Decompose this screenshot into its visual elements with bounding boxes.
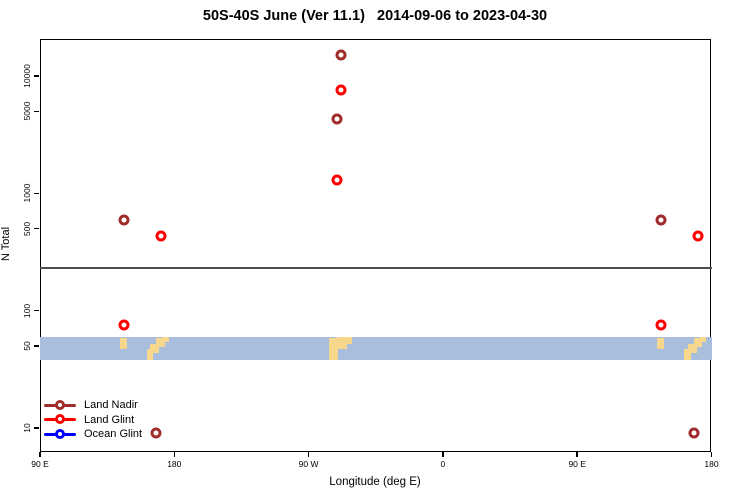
x-tick <box>39 451 41 457</box>
y-tick <box>34 192 39 195</box>
reference-line <box>40 267 712 269</box>
legend-label-land-nadir: Land Nadir <box>84 399 138 412</box>
land-patagonia-west <box>328 337 339 360</box>
plot-area <box>40 39 711 452</box>
land-nadir-marker-icon <box>44 399 76 411</box>
land-nz-south-lower <box>146 349 154 360</box>
y-tick-label: 50 <box>22 341 32 351</box>
land-nz-north <box>693 337 702 348</box>
land-nz-north-tip <box>699 336 707 342</box>
land-tasmania <box>657 338 665 350</box>
y-tick <box>34 345 39 347</box>
legend-item-land-glint: Land Glint <box>44 413 142 428</box>
land-nz-north-tip <box>162 336 170 342</box>
y-axis-title: N Total <box>0 226 12 261</box>
y-tick-label: 1000 <box>22 183 32 203</box>
legend-item-land-nadir: Land Nadir <box>44 398 142 413</box>
x-tick-label: 90 W <box>298 458 319 469</box>
data-point-land-glint <box>692 230 704 242</box>
ocean-strip <box>40 336 712 360</box>
y-tick-label: 500 <box>22 221 32 236</box>
data-point-land-glint <box>118 319 130 331</box>
x-tick <box>576 451 578 457</box>
land-glint-marker-icon <box>44 414 76 425</box>
x-tick <box>307 451 310 457</box>
data-point-land-nadir <box>150 427 162 439</box>
y-tick-label: 10000 <box>22 64 32 88</box>
y-tick-label: 10 <box>22 423 32 433</box>
legend-item-ocean-glint: Ocean Glint <box>44 427 142 442</box>
data-point-land-glint <box>655 319 667 331</box>
x-tick-label: 0 <box>440 458 446 469</box>
x-tick-label: 90 E <box>568 458 586 469</box>
x-axis-title: Longitude (deg E) <box>329 476 421 488</box>
data-point-land-nadir <box>335 49 347 61</box>
y-tick-label: 5000 <box>22 101 32 121</box>
land-nz-south-mid <box>687 343 697 353</box>
data-point-land-nadir <box>331 113 343 125</box>
y-tick <box>34 75 39 77</box>
data-point-land-glint <box>155 230 167 242</box>
x-tick <box>173 451 176 457</box>
legend-label-ocean-glint: Ocean Glint <box>84 428 143 441</box>
land-patagonia-mid <box>336 336 347 350</box>
chart-title: 50S-40S June (Ver 11.1) 2014-09-06 to 20… <box>202 8 548 24</box>
x-tick-label: 90 E <box>31 458 49 469</box>
data-point-land-glint <box>335 84 347 96</box>
y-tick <box>34 110 39 113</box>
legend: Land Nadir Land Glint Ocean Glint <box>44 398 142 442</box>
x-tick-label: 180 <box>704 458 719 469</box>
land-nz-south-mid <box>150 343 160 353</box>
data-point-land-nadir <box>688 427 700 439</box>
data-point-land-nadir <box>118 214 130 226</box>
y-tick <box>34 227 39 230</box>
ocean-glint-marker-icon <box>44 428 76 440</box>
y-tick-label: 100 <box>22 303 32 318</box>
land-nz-south-lower <box>683 349 691 360</box>
land-patagonia-east <box>344 336 352 344</box>
y-tick <box>34 309 39 312</box>
data-point-land-glint <box>331 174 343 186</box>
x-tick-label: 180 <box>167 458 182 469</box>
land-tasmania <box>119 338 128 350</box>
data-point-land-nadir <box>655 214 667 226</box>
x-tick <box>442 451 444 457</box>
y-tick <box>34 427 39 429</box>
x-tick <box>710 451 713 457</box>
legend-label-land-glint: Land Glint <box>84 413 135 426</box>
land-nz-north <box>156 337 165 348</box>
